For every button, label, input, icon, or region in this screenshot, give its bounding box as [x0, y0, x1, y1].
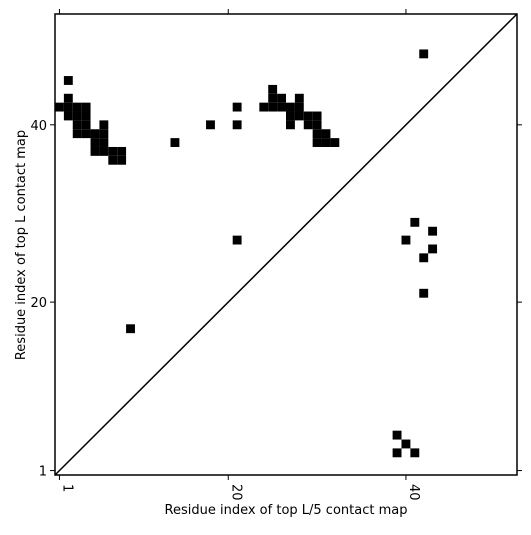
contact-cell	[410, 448, 420, 458]
contact-cell	[312, 138, 322, 147]
contact-cell	[63, 111, 73, 121]
x-axis-label: Residue index of top L/5 contact map	[165, 503, 408, 518]
y-tick-label: 40	[30, 119, 47, 134]
contact-cell	[312, 129, 322, 139]
contact-cell	[99, 129, 109, 139]
contact-cell	[90, 138, 100, 147]
x-tick-label: 20	[228, 484, 243, 501]
contact-cell	[206, 120, 215, 130]
contact-cell	[170, 138, 180, 147]
contact-cell	[81, 120, 91, 130]
contact-cell	[294, 111, 304, 121]
contact-cell	[63, 102, 73, 112]
contact-cell	[126, 324, 135, 334]
contact-cell	[419, 288, 429, 298]
contact-cell	[419, 49, 429, 59]
contact-cell	[428, 226, 438, 236]
contact-cell	[410, 217, 420, 227]
contact-cell	[312, 120, 322, 130]
contact-cell	[286, 102, 295, 112]
contact-cell	[232, 120, 242, 130]
contact-cell	[81, 102, 91, 112]
contact-cell	[321, 138, 331, 147]
contact-cell	[99, 120, 109, 130]
contact-cell	[268, 102, 278, 112]
contact-cell	[312, 111, 322, 121]
contact-cell	[419, 253, 429, 263]
y-axis-label: Residue index of top L contact map	[14, 130, 29, 360]
contact-cell	[268, 93, 278, 103]
y-tick-label: 1	[39, 465, 47, 480]
contact-cell	[108, 146, 118, 156]
x-tick-label: 40	[406, 484, 421, 501]
contact-cell	[286, 111, 295, 121]
diagonal	[54, 13, 518, 476]
contact-cell	[90, 129, 100, 139]
contact-cell	[55, 102, 64, 112]
contact-cell	[392, 430, 402, 440]
contact-cell	[294, 102, 304, 112]
contact-cell	[321, 129, 331, 139]
contact-cell	[232, 235, 242, 245]
contact-cell	[81, 129, 91, 139]
contact-cell	[108, 155, 118, 165]
contact-cell	[63, 76, 73, 85]
contact-cell	[330, 138, 340, 147]
contact-cell	[99, 146, 109, 156]
contact-cell	[72, 102, 82, 112]
contact-cell	[72, 120, 82, 130]
contact-cell	[401, 439, 411, 449]
contact-cell	[232, 102, 242, 112]
contact-cell	[99, 138, 109, 147]
contact-cell	[81, 111, 91, 121]
contact-cell	[72, 129, 82, 139]
contact-cell	[392, 448, 402, 458]
contact-cell	[90, 146, 100, 156]
plot-frame	[54, 13, 518, 476]
x-tick-label: 1	[59, 484, 74, 492]
contact-cell	[303, 111, 313, 121]
contact-cell	[117, 146, 127, 156]
contact-cell	[277, 93, 286, 103]
contact-cell	[72, 111, 82, 121]
contact-cell	[277, 102, 286, 112]
contact-cell	[268, 84, 278, 94]
contact-cell	[286, 120, 295, 130]
contact-cell	[428, 244, 438, 254]
contact-cell	[63, 93, 73, 103]
contact-cell	[401, 235, 411, 245]
contact-cell	[303, 120, 313, 130]
contact-cell	[117, 155, 127, 165]
y-tick-label: 20	[30, 296, 47, 311]
contact-cell	[259, 102, 269, 112]
contact-cell	[294, 93, 304, 103]
